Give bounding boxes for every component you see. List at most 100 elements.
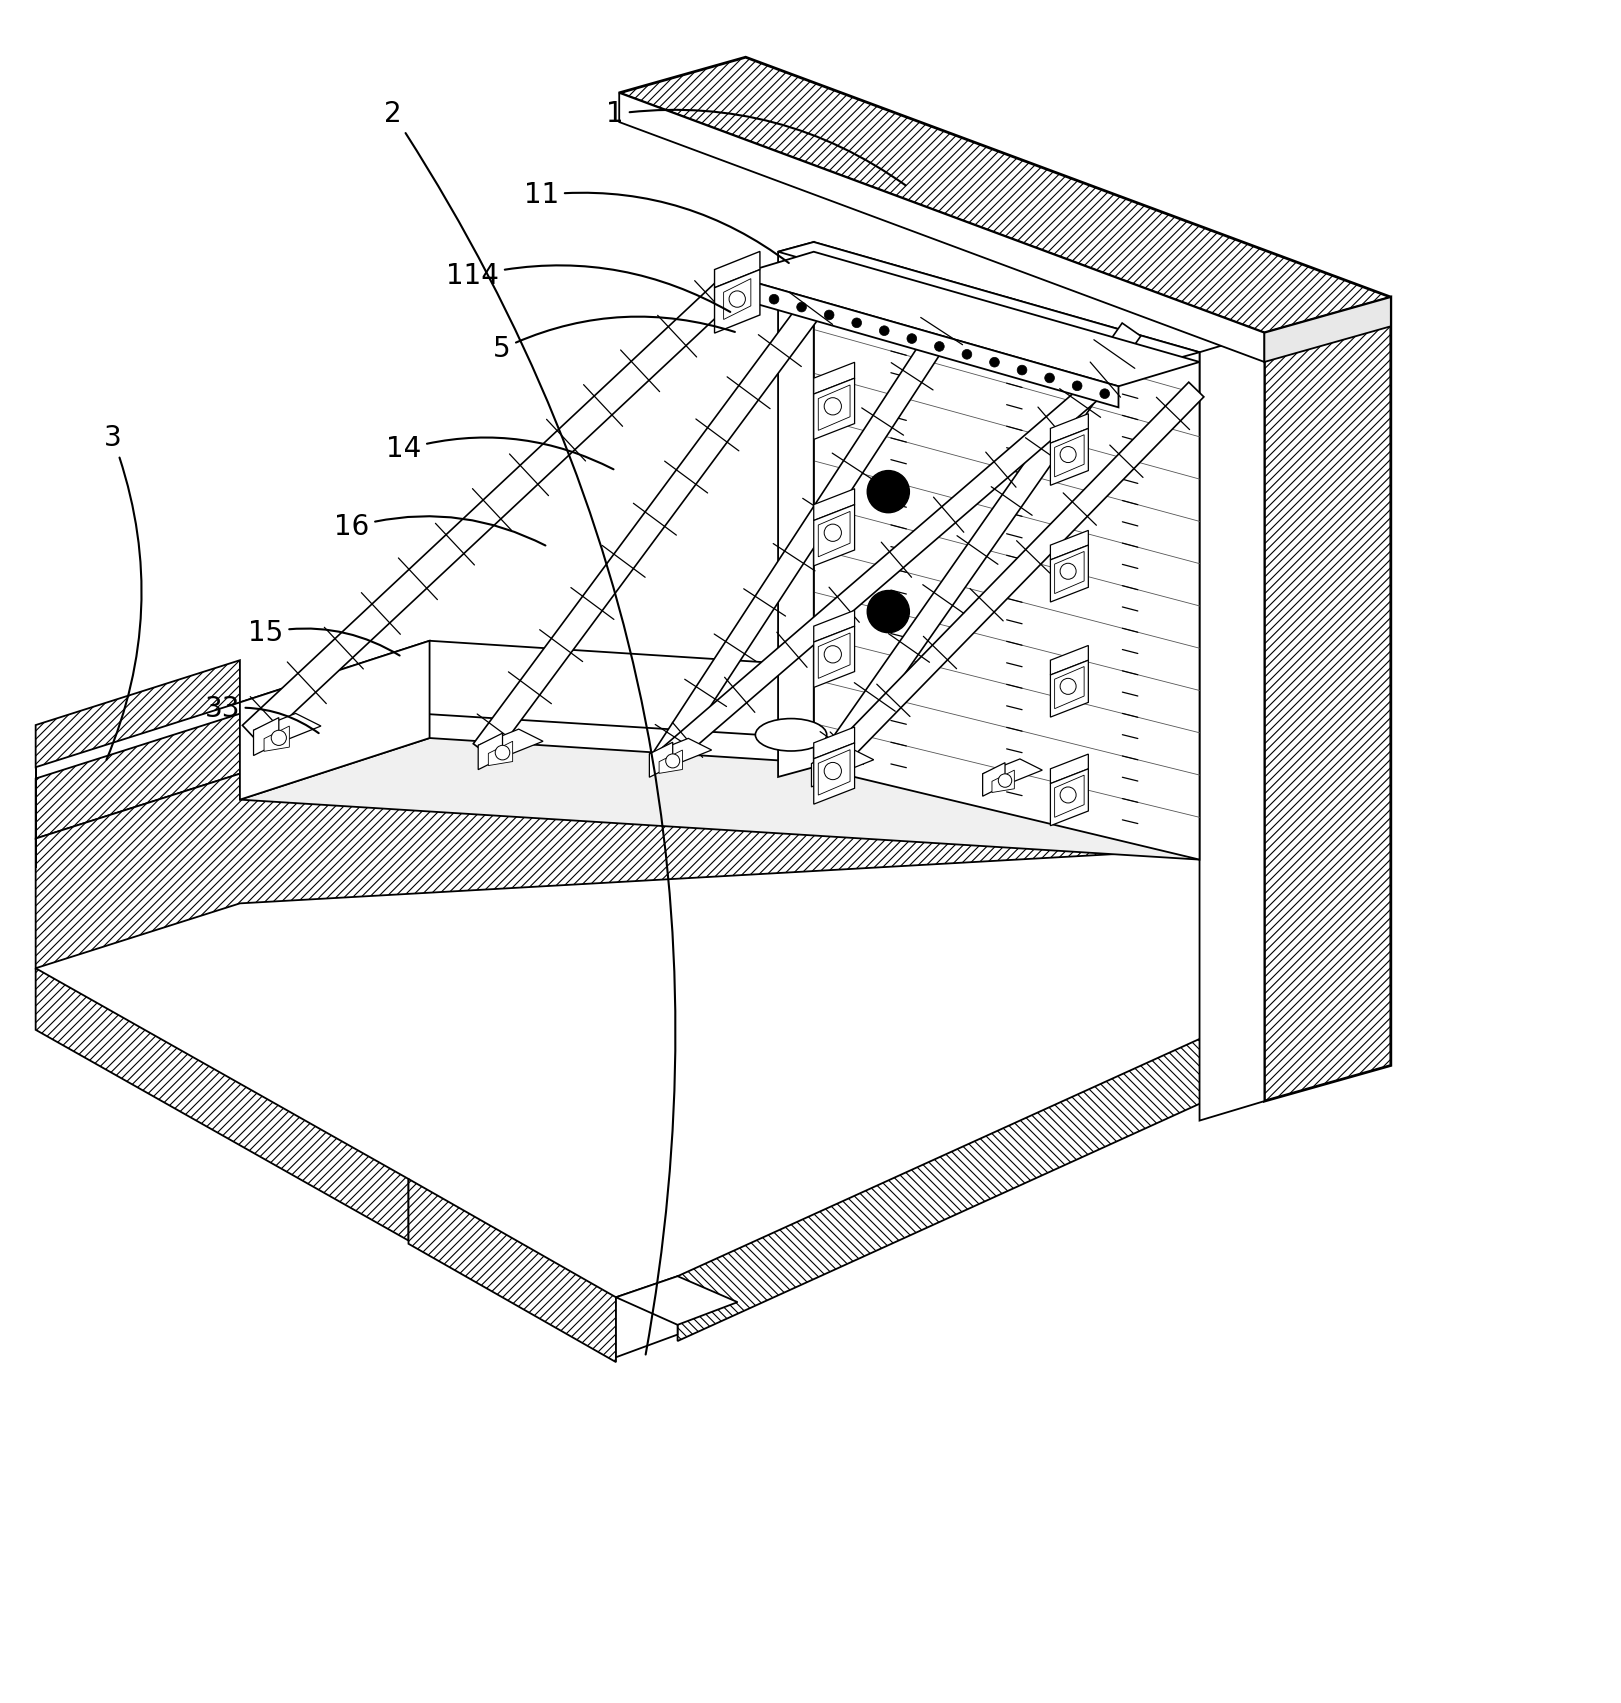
Polygon shape bbox=[814, 489, 854, 521]
Circle shape bbox=[823, 399, 841, 416]
Polygon shape bbox=[650, 739, 712, 766]
Polygon shape bbox=[819, 511, 849, 557]
Polygon shape bbox=[982, 763, 1005, 797]
Circle shape bbox=[496, 746, 509, 760]
Text: 5: 5 bbox=[493, 317, 734, 363]
Polygon shape bbox=[815, 381, 1204, 780]
Circle shape bbox=[1016, 364, 1026, 375]
Circle shape bbox=[729, 291, 746, 307]
Polygon shape bbox=[678, 952, 1391, 1340]
Circle shape bbox=[879, 325, 888, 335]
Circle shape bbox=[963, 349, 971, 359]
Polygon shape bbox=[733, 276, 1118, 407]
Circle shape bbox=[934, 342, 943, 351]
Circle shape bbox=[867, 591, 909, 634]
Polygon shape bbox=[814, 610, 854, 642]
Polygon shape bbox=[814, 743, 854, 804]
Polygon shape bbox=[619, 58, 1391, 332]
Polygon shape bbox=[982, 760, 1042, 785]
Polygon shape bbox=[243, 274, 741, 744]
Polygon shape bbox=[715, 269, 760, 334]
Polygon shape bbox=[652, 301, 966, 766]
Polygon shape bbox=[819, 634, 849, 678]
Circle shape bbox=[796, 301, 807, 312]
Polygon shape bbox=[723, 279, 751, 320]
Circle shape bbox=[741, 286, 751, 296]
Polygon shape bbox=[1050, 414, 1088, 443]
Polygon shape bbox=[253, 717, 279, 756]
Polygon shape bbox=[778, 242, 814, 777]
Circle shape bbox=[828, 763, 841, 778]
Polygon shape bbox=[1050, 768, 1088, 826]
Polygon shape bbox=[778, 242, 1200, 363]
Circle shape bbox=[1060, 678, 1076, 695]
Text: 16: 16 bbox=[334, 513, 545, 545]
Polygon shape bbox=[488, 741, 512, 766]
Circle shape bbox=[1060, 446, 1076, 463]
Circle shape bbox=[823, 645, 841, 662]
Polygon shape bbox=[1050, 645, 1088, 674]
Ellipse shape bbox=[755, 719, 827, 751]
Polygon shape bbox=[812, 753, 835, 787]
Polygon shape bbox=[240, 737, 1391, 860]
Polygon shape bbox=[36, 714, 240, 838]
Circle shape bbox=[768, 295, 778, 305]
Polygon shape bbox=[1055, 666, 1084, 708]
Text: 3: 3 bbox=[104, 424, 141, 760]
Polygon shape bbox=[814, 727, 854, 760]
Polygon shape bbox=[655, 349, 1138, 770]
Circle shape bbox=[666, 754, 679, 768]
Polygon shape bbox=[814, 504, 854, 565]
Polygon shape bbox=[478, 729, 543, 758]
Circle shape bbox=[271, 731, 287, 746]
Circle shape bbox=[908, 334, 916, 344]
Polygon shape bbox=[814, 627, 854, 688]
Polygon shape bbox=[1050, 429, 1088, 485]
Circle shape bbox=[1060, 787, 1076, 804]
Polygon shape bbox=[814, 363, 854, 393]
Polygon shape bbox=[264, 725, 289, 751]
Polygon shape bbox=[660, 749, 682, 773]
Polygon shape bbox=[1050, 545, 1088, 603]
Circle shape bbox=[1044, 373, 1054, 383]
Circle shape bbox=[999, 773, 1012, 787]
Polygon shape bbox=[240, 640, 1391, 763]
Polygon shape bbox=[1050, 530, 1088, 560]
Polygon shape bbox=[240, 640, 430, 800]
Polygon shape bbox=[253, 714, 321, 743]
Circle shape bbox=[853, 318, 861, 327]
Polygon shape bbox=[822, 760, 845, 783]
Polygon shape bbox=[1055, 434, 1084, 477]
Text: 15: 15 bbox=[248, 618, 400, 656]
Circle shape bbox=[823, 525, 841, 542]
Text: 11: 11 bbox=[524, 181, 789, 262]
Circle shape bbox=[989, 358, 999, 368]
Polygon shape bbox=[1200, 332, 1264, 1121]
Polygon shape bbox=[733, 252, 1200, 387]
Text: 114: 114 bbox=[446, 262, 731, 312]
Polygon shape bbox=[616, 1276, 678, 1357]
Polygon shape bbox=[1050, 754, 1088, 783]
Circle shape bbox=[1071, 381, 1083, 390]
Text: 2: 2 bbox=[384, 100, 676, 1354]
Text: 1: 1 bbox=[606, 100, 906, 186]
Polygon shape bbox=[36, 773, 1391, 969]
Polygon shape bbox=[992, 770, 1015, 792]
Circle shape bbox=[867, 470, 909, 513]
Text: 14: 14 bbox=[386, 436, 613, 470]
Polygon shape bbox=[814, 378, 854, 439]
Polygon shape bbox=[478, 734, 503, 770]
Polygon shape bbox=[619, 94, 1264, 363]
Polygon shape bbox=[819, 749, 849, 795]
Polygon shape bbox=[408, 1178, 616, 1362]
Text: 33: 33 bbox=[204, 695, 319, 734]
Polygon shape bbox=[36, 969, 408, 1240]
Polygon shape bbox=[473, 281, 836, 758]
Circle shape bbox=[823, 763, 841, 780]
Polygon shape bbox=[616, 1276, 738, 1325]
Polygon shape bbox=[1050, 661, 1088, 717]
Circle shape bbox=[1099, 388, 1109, 399]
Polygon shape bbox=[819, 385, 849, 431]
Polygon shape bbox=[650, 743, 673, 777]
Polygon shape bbox=[814, 324, 1141, 777]
